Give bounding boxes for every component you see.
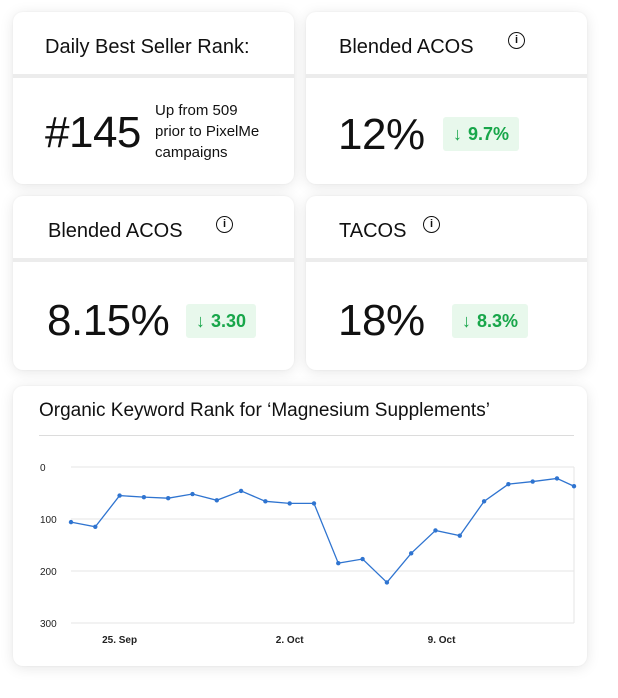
data-point (506, 481, 511, 487)
series-line (70, 477, 575, 584)
divider (39, 435, 574, 436)
tacos-value: 18% (338, 296, 425, 345)
rank-value: #145 (45, 108, 141, 157)
data-point (433, 528, 438, 533)
change-badge: ↓ 8.3% (452, 304, 529, 338)
best-seller-rank-card: Daily Best Seller Rank: #145 Up from 509… (13, 12, 294, 184)
data-point (93, 524, 98, 529)
data-point (408, 551, 414, 556)
x-tick-label: 25. Sep (102, 635, 137, 646)
card-title: Blended ACOS (339, 36, 474, 58)
data-point (287, 501, 292, 506)
acos-value: 12% (338, 110, 425, 159)
blended-acos-card-2: Blended ACOS i 8.15% ↓ 3.30 (13, 196, 294, 370)
data-point (311, 501, 317, 506)
data-point (238, 488, 244, 494)
data-point (360, 556, 365, 562)
rank-note: Up from 509 prior to PixelMe campaigns (155, 100, 259, 163)
data-point (263, 499, 268, 504)
card-header: Blended ACOS i (306, 12, 587, 78)
change-badge: ↓ 9.7% (443, 117, 520, 151)
data-point (68, 519, 74, 525)
data-point (141, 494, 147, 500)
down-arrow-icon: ↓ (462, 311, 471, 331)
x-tick-label: 2. Oct (276, 635, 304, 646)
data-point (190, 491, 195, 497)
y-tick-label: 100 (40, 515, 57, 526)
change-value: 9.7% (468, 124, 510, 144)
card-title: Daily Best Seller Rank: (45, 36, 250, 58)
change-badge: ↓ 3.30 (186, 304, 257, 338)
card-header: Daily Best Seller Rank: (13, 12, 294, 78)
card-title: TACOS (339, 220, 407, 242)
data-point (117, 493, 122, 498)
card-header: TACOS i (306, 196, 587, 262)
y-tick-label: 200 (40, 567, 57, 578)
blended-acos-card: Blended ACOS i 12% ↓ 9.7% (306, 12, 587, 184)
rank-note-line: Up from 509 (155, 102, 238, 119)
rank-note-line: prior to PixelMe (155, 123, 260, 140)
data-point (554, 476, 560, 481)
data-point (481, 499, 487, 504)
card-header: Blended ACOS i (13, 196, 294, 262)
tacos-card: TACOS i 18% ↓ 8.3% (306, 196, 587, 370)
data-point (384, 580, 390, 585)
y-tick-label: 0 (40, 463, 46, 474)
line-chart: 0 100 200 300 25. Sep 2. Oct 9. Oct (40, 463, 577, 646)
down-arrow-icon: ↓ (453, 124, 462, 144)
data-point (457, 533, 462, 538)
rank-note-line: campaigns (155, 144, 228, 161)
change-value: 3.30 (211, 311, 247, 331)
data-point (165, 496, 171, 501)
data-point (336, 561, 341, 566)
info-icon[interactable]: i (423, 216, 440, 233)
data-point (530, 479, 535, 484)
chart-title: Organic Keyword Rank for ‘Magnesium Supp… (39, 400, 490, 421)
info-icon[interactable]: i (216, 216, 233, 233)
x-tick-label: 9. Oct (428, 635, 456, 646)
data-point (214, 498, 219, 503)
change-value: 8.3% (477, 311, 519, 331)
y-tick-label: 300 (40, 619, 57, 630)
acos-value: 8.15% (47, 296, 170, 345)
down-arrow-icon: ↓ (196, 311, 205, 331)
info-icon[interactable]: i (508, 32, 525, 49)
keyword-rank-chart-card: Organic Keyword Rank for ‘Magnesium Supp… (13, 386, 587, 666)
data-point (571, 484, 577, 489)
card-title: Blended ACOS (48, 220, 183, 242)
